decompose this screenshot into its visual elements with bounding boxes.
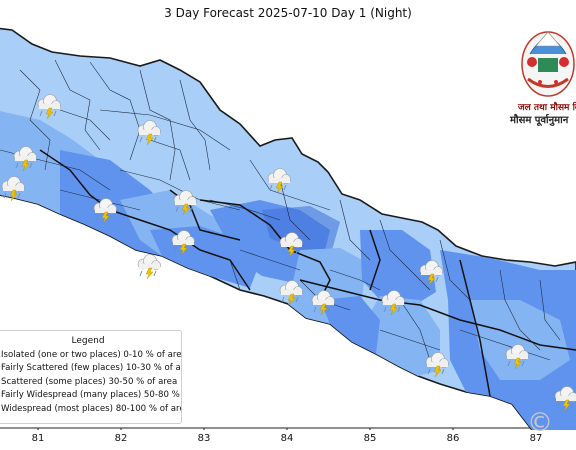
thunder-cloud-rain-icon <box>279 280 303 306</box>
thunder-cloud-rain-icon <box>137 120 161 146</box>
legend-item-scattered: Scattered (some places) 30-50 % of area <box>1 376 178 387</box>
legend-title: Legend <box>71 336 105 346</box>
legend: Legend Isolated (one or two places) 0-10… <box>0 330 182 424</box>
thunder-cloud-rain-icon <box>311 290 335 316</box>
forecast-map <box>0 27 576 430</box>
copyright-watermark: © <box>527 408 553 438</box>
x-tick-83: 83 <box>197 433 211 444</box>
thunder-cloud-rain-icon <box>1 176 25 202</box>
nepal-emblem-icon <box>521 31 575 97</box>
thunder-cloud-rain-icon <box>37 94 61 120</box>
x-tick-85: 85 <box>363 433 377 444</box>
thunder-cloud-rain-icon <box>425 352 449 378</box>
thunder-cloud-rain-icon <box>171 230 195 256</box>
thunder-cloud-rain-icon <box>554 386 576 412</box>
legend-item-fairly-scattered: Fairly Scattered (few places) 10-30 % of… <box>1 363 181 374</box>
thunder-cloud-rain-icon <box>419 260 443 286</box>
legend-item-fairly-widespread: Fairly Widespread (many places) 50-80 % … <box>1 390 181 401</box>
legend-item-widespread: Widespread (most places) 80-100 % of are… <box>1 403 181 414</box>
organization-name: जल तथा मौसम विज्ञान <box>518 103 576 113</box>
thunder-cloud-rain-icon <box>13 146 37 172</box>
x-tick-86: 86 <box>446 433 460 444</box>
x-tick-81: 81 <box>31 433 45 444</box>
organization-subtitle: मौसम पूर्वानुमान <box>510 115 569 126</box>
thunder-cloud-rain-icon <box>93 198 117 224</box>
legend-item-isolated: Isolated (one or two places) 0-10 % of a… <box>1 350 181 360</box>
thunder-cloud-rain-icon <box>267 168 291 194</box>
thunder-cloud-rain-icon <box>173 190 197 216</box>
x-tick-84: 84 <box>280 433 294 444</box>
thunder-cloud-rain-icon <box>505 344 529 370</box>
zone-koshi-west <box>360 230 436 308</box>
x-tick-87: 87 <box>529 433 543 444</box>
zone-koshi-south <box>360 296 440 376</box>
thunder-cloud-rain-icon <box>279 232 303 258</box>
x-tick-82: 82 <box>114 433 128 444</box>
thunder-cloud-rain-icon <box>381 290 405 316</box>
map-title: 3 Day Forecast 2025-07-10 Day 1 (Night) <box>164 6 412 20</box>
thunder-cloud-rain-icon <box>137 254 161 280</box>
zone-madhesh <box>320 296 380 354</box>
